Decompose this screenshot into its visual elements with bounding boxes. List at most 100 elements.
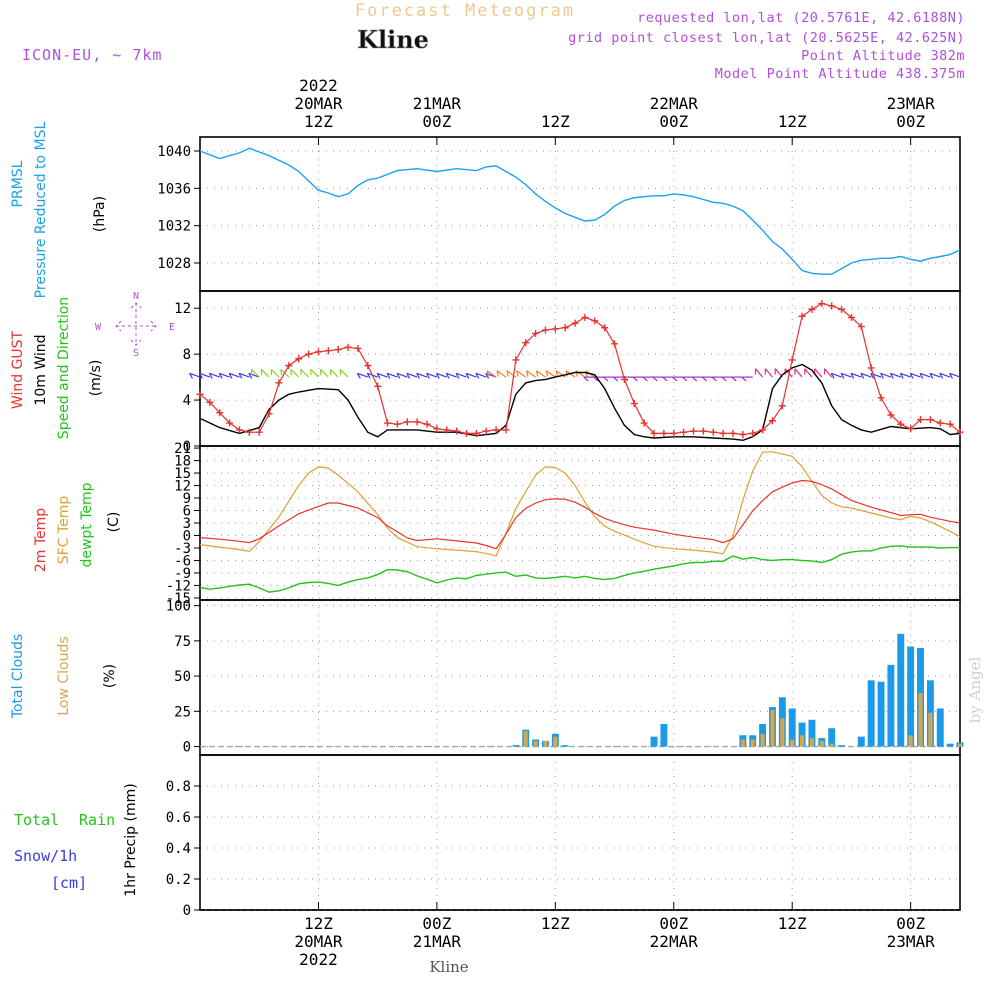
wind-gust-marker	[403, 418, 411, 426]
wind-barb-flag	[691, 376, 698, 382]
wind-gust-marker	[344, 343, 352, 351]
plot-layer: 1028 1032 1036 1040 PRMSL Pressure Reduced to…	[10, 76, 964, 969]
wind-barb	[764, 368, 773, 378]
wind-barb-flag	[642, 376, 648, 382]
location-info: requested lon,lat (20.5761E, 42.6188N) g…	[568, 10, 965, 82]
top-time-label: 00Z	[422, 112, 451, 131]
sfc-temp-label: SFC Temp	[56, 496, 72, 565]
wind-barb	[465, 372, 477, 378]
total-clouds-bar	[887, 664, 895, 747]
wind-gust-marker	[462, 429, 470, 437]
bottom-time-label: 20MAR	[294, 932, 343, 951]
wind-barb	[320, 368, 329, 378]
wind-gust-marker	[443, 426, 451, 434]
wind-gust-marker	[857, 323, 865, 331]
low-clouds-bar	[533, 740, 538, 747]
total-clouds-label: Total Clouds	[10, 634, 26, 719]
total-clouds-bar	[946, 743, 954, 747]
wind-barb	[555, 370, 566, 378]
precip-ytick-label: 0.4	[166, 841, 191, 857]
station-title: Kline	[357, 25, 429, 54]
total-clouds-bar	[798, 722, 806, 747]
temperature-ytick-label: 3	[183, 516, 191, 532]
wind-barb-flag	[516, 370, 519, 377]
wind-gust-marker	[453, 427, 461, 435]
temp-unit: (C)	[106, 512, 122, 533]
wind-gust-marker	[729, 429, 737, 437]
wind-gust-marker	[522, 339, 530, 347]
wind-gust-marker	[956, 428, 964, 436]
wind-barb	[260, 368, 270, 378]
wind-gust-marker	[265, 410, 273, 418]
wind-gust-marker	[206, 398, 214, 406]
wind-barb-flag	[396, 373, 401, 379]
low-clouds-bar	[553, 736, 558, 747]
wind-barb	[300, 368, 309, 378]
low-clouds-bar	[760, 733, 765, 747]
total-clouds-bar	[907, 646, 915, 747]
wind-barb-flag	[535, 370, 539, 377]
precip-frame	[199, 754, 961, 911]
wind-unit: (m/s)	[88, 360, 104, 397]
top-time-label: 23MAR	[887, 94, 936, 113]
compass-s: S	[133, 348, 139, 359]
wind-barb	[545, 370, 556, 378]
wind-gust-label: Wind GUST	[10, 330, 26, 409]
low-clouds-bar	[908, 735, 913, 747]
low-clouds-bar	[790, 739, 795, 747]
bottom-time-label: 12Z	[304, 914, 333, 933]
wind-barb-flag	[939, 373, 944, 379]
wind-ytick-label: 0	[183, 439, 191, 455]
bottom-time-label: 12Z	[541, 914, 570, 933]
wind-barb	[199, 372, 211, 378]
wind-ytick-label: 4	[183, 393, 191, 409]
wind-gust-marker	[196, 390, 204, 398]
pressure-ytick-label: 1028	[157, 256, 191, 272]
wind-gust-marker	[433, 425, 441, 433]
wind-barb-flag	[721, 376, 727, 382]
wind-barb	[189, 372, 201, 378]
wind-gust-marker	[640, 419, 648, 427]
wind-barb-flag	[406, 373, 411, 379]
wind-gust-marker	[946, 420, 954, 428]
wind-barb	[890, 372, 901, 378]
wind-gust-marker	[581, 313, 589, 321]
wind-barb	[526, 370, 536, 378]
wind-gust-marker	[709, 428, 717, 436]
wind-gust-marker	[926, 416, 934, 424]
total-clouds-bar	[660, 724, 668, 747]
bottom-time-label: 21MAR	[413, 932, 462, 951]
compass-e: E	[169, 322, 175, 333]
wind-barb-flag	[416, 373, 421, 379]
wind-gust-marker	[818, 300, 826, 308]
info-point-altitude: Point Altitude 382m	[801, 48, 965, 64]
clouds-ytick-label: 75	[174, 634, 191, 650]
wind-barb	[784, 368, 793, 378]
wind-gust-marker	[305, 350, 313, 358]
total-clouds-bar	[877, 681, 885, 747]
total-clouds-bar	[838, 745, 846, 747]
wind-barb	[900, 372, 911, 378]
wind-gust-marker	[749, 429, 757, 437]
wind-barb	[831, 372, 842, 378]
wind-barb	[416, 372, 428, 378]
top-time-label: 12Z	[541, 112, 570, 131]
bottom-time-label: 2022	[299, 950, 338, 969]
wind-ytick-label: 12	[174, 301, 191, 317]
precip-ytick-label: 0.2	[166, 872, 191, 888]
precip-legend-snow: Snow/1h	[14, 847, 77, 865]
top-time-label: 00Z	[659, 112, 688, 131]
temperature-ytick-label: -6	[174, 553, 191, 569]
chart-title: Forecast Meteogram	[355, 1, 575, 21]
wind-barb	[755, 368, 764, 378]
clouds-ytick-label: 50	[174, 669, 191, 685]
wind-barb-flag	[919, 373, 924, 379]
wind-barb	[339, 368, 349, 378]
wind-gust-marker	[226, 419, 234, 427]
wind-barb-flag	[870, 373, 875, 379]
wind-barb-flag	[465, 373, 470, 379]
wind-gust-marker	[492, 426, 500, 434]
wind-barb	[251, 368, 260, 378]
low-clouds-bar	[809, 738, 815, 747]
